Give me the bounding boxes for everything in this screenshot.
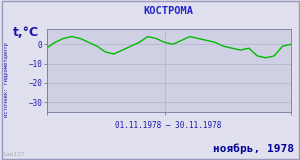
- Text: ноябрь, 1978: ноябрь, 1978: [213, 143, 294, 154]
- Text: 01.11.1978 – 30.11.1978: 01.11.1978 – 30.11.1978: [115, 121, 221, 130]
- Text: lab127: lab127: [3, 152, 26, 157]
- Text: источник: гидрометцентр: источник: гидрометцентр: [4, 43, 9, 117]
- Text: t,°C: t,°C: [12, 25, 39, 39]
- Text: КОСТРОМА: КОСТРОМА: [143, 6, 193, 16]
